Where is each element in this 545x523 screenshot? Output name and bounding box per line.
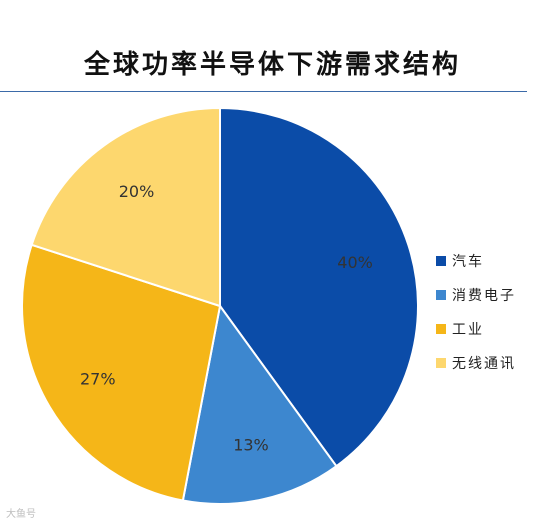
pie-slice-consumer-electronics <box>181 303 338 505</box>
chart-title: 全球功率半导体下游需求结构 <box>83 50 461 80</box>
pie-slice-industrial <box>21 243 222 502</box>
watermark: 大鱼号 <box>6 509 36 520</box>
legend: 汽车 消费电子 工业 无线通讯 <box>436 244 516 380</box>
title-divider <box>0 91 527 92</box>
legend-item-wireless: 无线通讯 <box>436 346 516 380</box>
pie-slice-auto <box>219 106 419 468</box>
slice-label-wireless: 20% <box>119 182 155 201</box>
legend-label-auto: 汽车 <box>452 254 484 270</box>
legend-label-consumer-electronics: 消费电子 <box>452 288 516 304</box>
legend-item-auto: 汽车 <box>436 244 516 278</box>
legend-item-industrial: 工业 <box>436 312 516 346</box>
legend-label-wireless: 无线通讯 <box>452 356 516 372</box>
legend-swatch-industrial <box>436 324 446 334</box>
legend-label-industrial: 工业 <box>452 322 484 338</box>
pie-slice-wireless <box>30 106 221 308</box>
legend-item-consumer-electronics: 消费电子 <box>436 278 516 312</box>
slice-label-auto: 40% <box>337 253 373 272</box>
legend-swatch-consumer-electronics <box>436 290 446 300</box>
legend-swatch-auto <box>436 256 446 266</box>
slice-label-consumer-electronics: 13% <box>233 436 269 455</box>
slice-label-industrial: 27% <box>80 369 116 388</box>
legend-swatch-wireless <box>436 358 446 368</box>
